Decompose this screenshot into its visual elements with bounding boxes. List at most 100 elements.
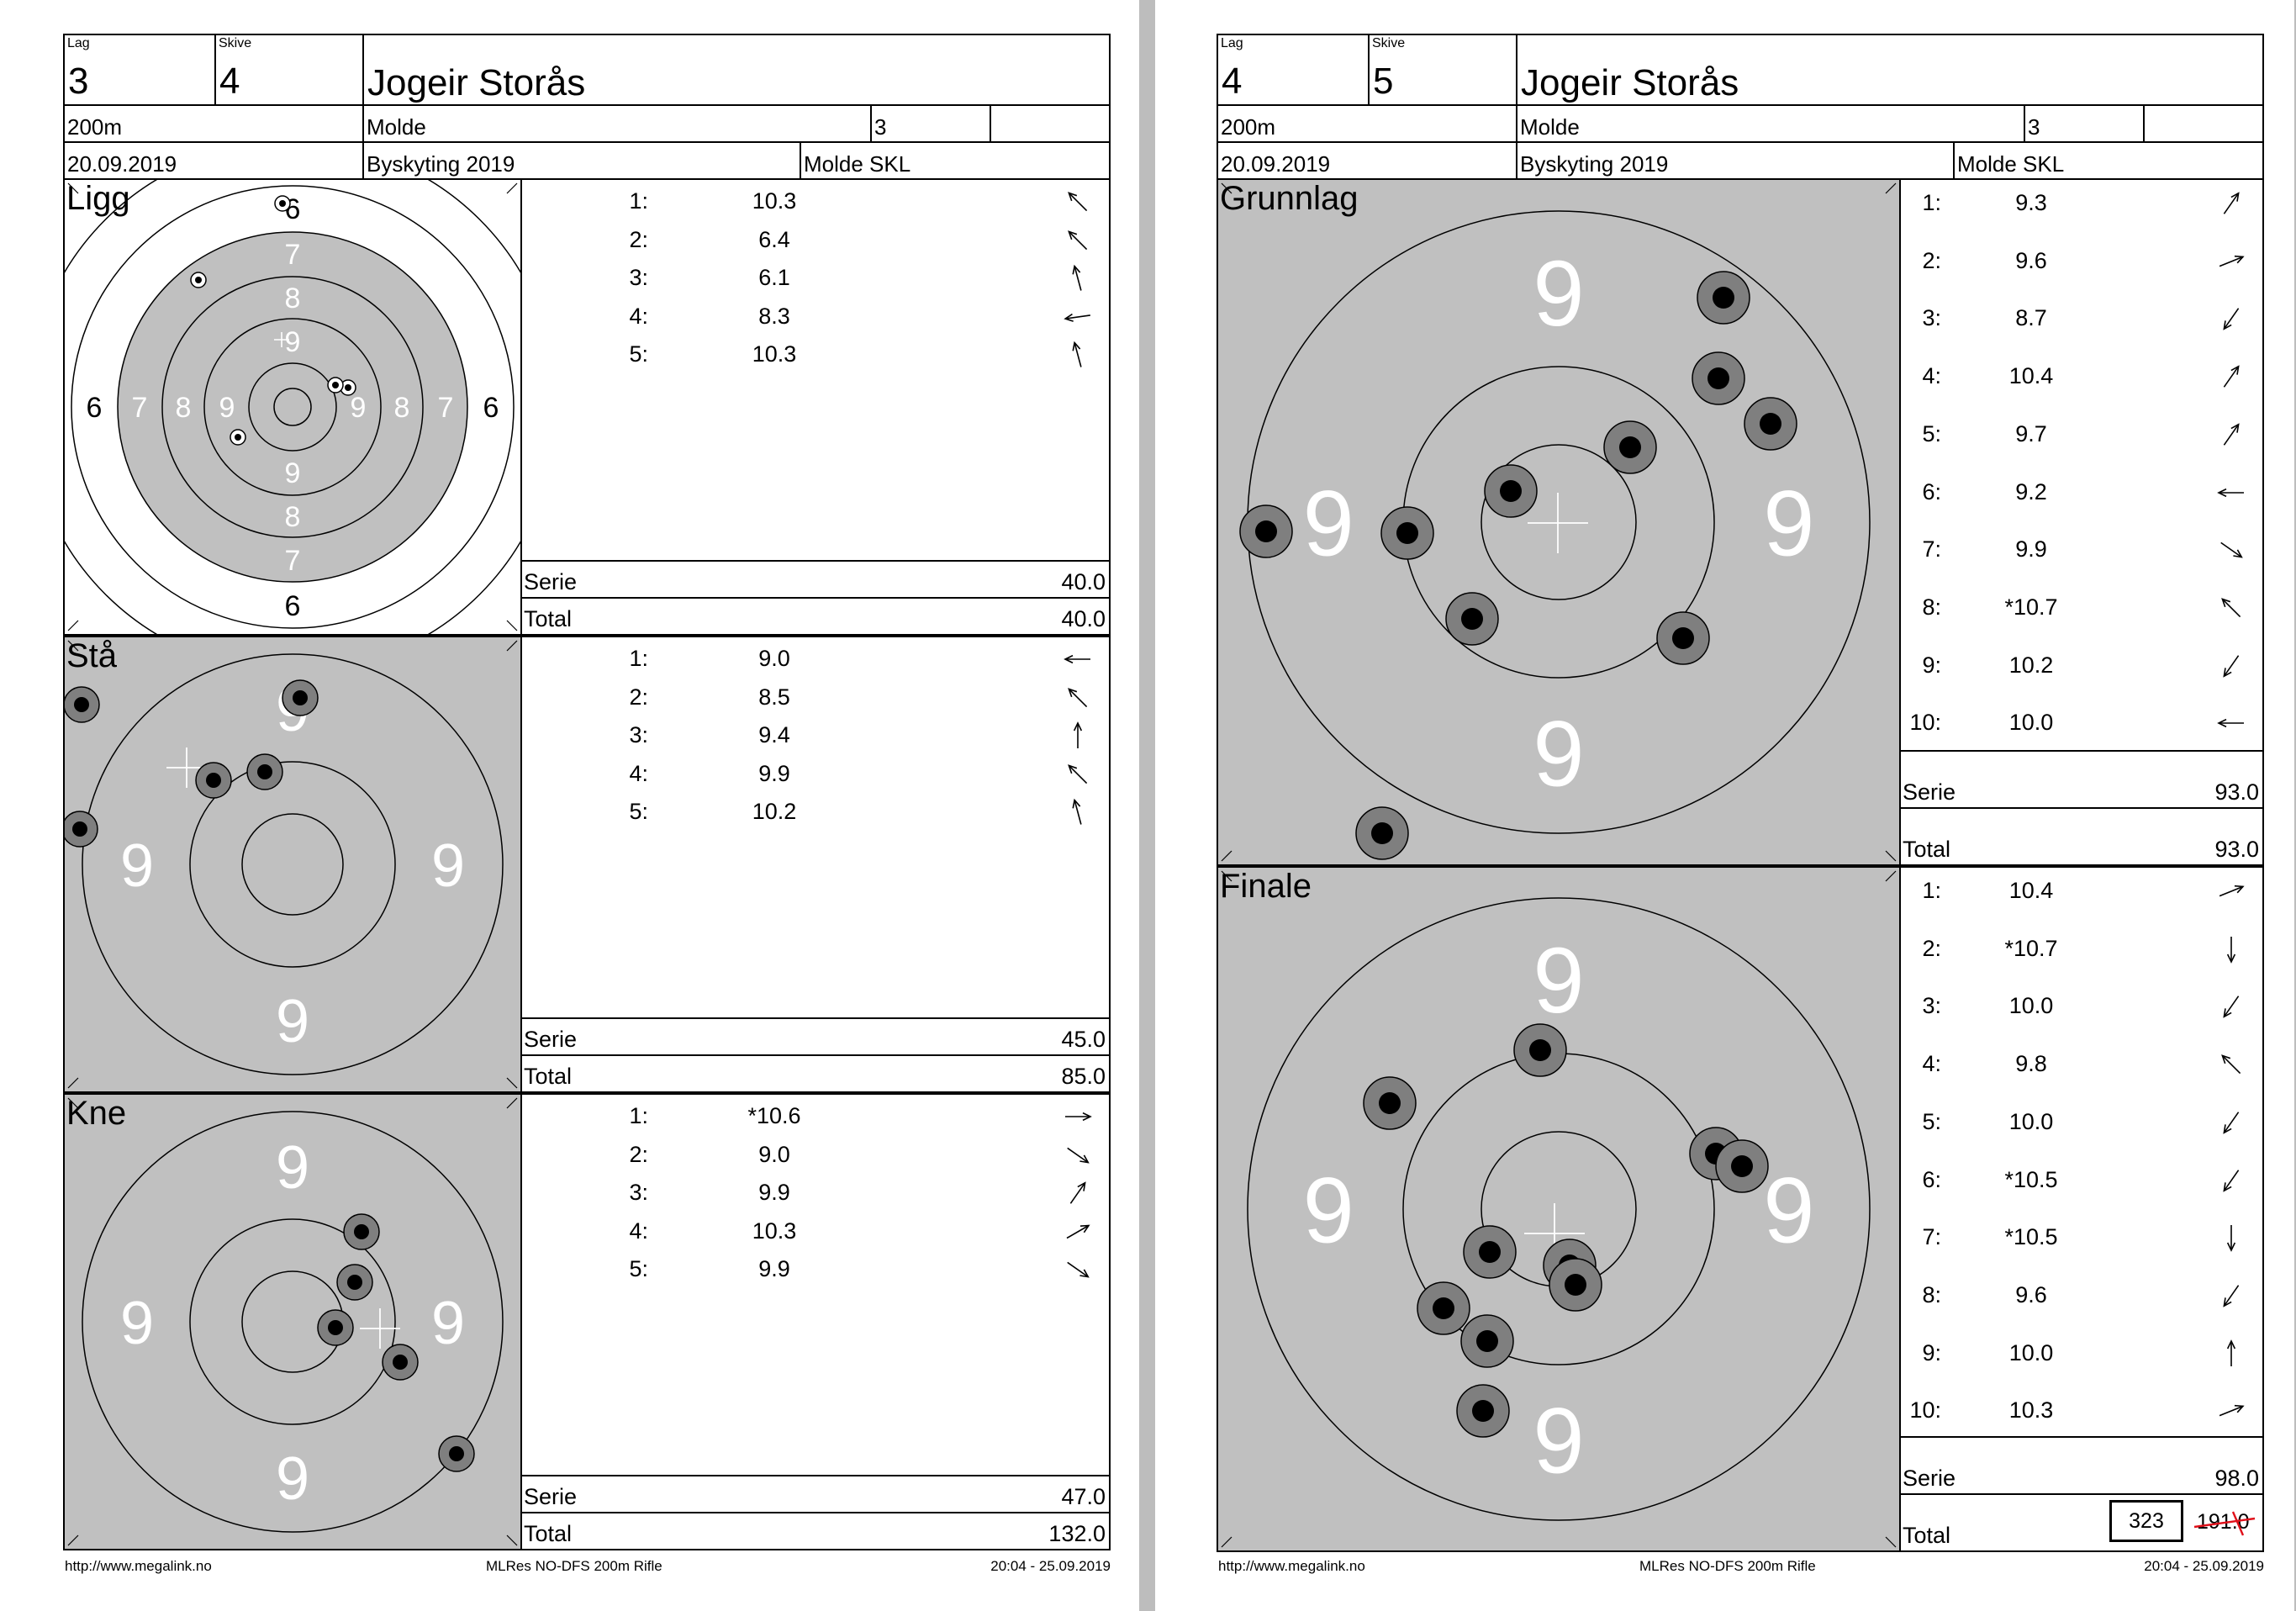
- total-label: Total: [1903, 837, 1951, 862]
- shot-value: 6.1: [758, 265, 790, 290]
- shot-hole: [1697, 271, 1750, 325]
- serie-row: Serie 47.0: [522, 1475, 1109, 1512]
- shot-value: *10.6: [747, 1103, 801, 1128]
- card-header: Lag 4 Skive 5 Jogeir Storås 200m Molde 3…: [1217, 34, 2264, 180]
- shot-value: 6.4: [758, 226, 790, 252]
- lag-label: Lag: [67, 36, 90, 50]
- direction-arrow-icon: [2210, 591, 2252, 625]
- date: 20.09.2019: [67, 151, 177, 177]
- shot-number: 3:: [629, 1180, 648, 1205]
- direction-arrow-icon: [1057, 1253, 1099, 1286]
- section-title: Stå: [66, 637, 118, 674]
- shot-row: 10: 10.0: [1901, 710, 2262, 743]
- shot-number: 2:: [1922, 247, 1941, 273]
- total-value: 93.0: [2214, 837, 2259, 862]
- shot-value: 9.6: [2015, 247, 2047, 273]
- event: Byskyting 2019: [367, 151, 515, 177]
- date-cell: 20.09.2019: [1218, 143, 1517, 178]
- direction-arrow-icon: [1057, 1100, 1099, 1133]
- direction-arrow-icon: [1057, 1176, 1099, 1210]
- shot-list: 1: 9.0 2: 8.5 3: 9.4 4: 9.9 5: 10.2 Serie 45.0 Total…: [522, 636, 1111, 1093]
- shot-hole: [382, 1344, 419, 1381]
- direction-arrow-icon: [2210, 990, 2252, 1023]
- shot-number: 6:: [1922, 1166, 1941, 1192]
- shot-row: 5: 10.2: [522, 798, 1109, 832]
- shot-number: 4:: [629, 303, 648, 329]
- shot-row: 3: 8.7: [1901, 305, 2262, 339]
- ring-number: 9: [285, 457, 301, 489]
- direction-arrow-icon: [2210, 1048, 2252, 1081]
- shot-row: 9: 10.0: [1901, 1339, 2262, 1374]
- score-card-right: Lag 4 Skive 5 Jogeir Storås 200m Molde 3…: [1155, 0, 2294, 1611]
- shot-number: 10:: [1909, 710, 1941, 736]
- shot-value: 8.7: [2015, 305, 2047, 331]
- direction-arrow-icon: [2210, 1106, 2252, 1139]
- section-kne: Kne 9 9 9 9 1: *10.6 2: 9.0 3: 9.9 4: 10.3 5: 9.9 Serie…: [63, 1093, 1111, 1550]
- shot-row: 10: 10.3: [1901, 1397, 2262, 1431]
- shot-number: 2:: [1922, 935, 1941, 961]
- serie-value: 45.0: [1061, 1027, 1106, 1052]
- ring-number: 9: [1303, 473, 1354, 576]
- shot-number: 4:: [629, 1217, 648, 1244]
- serie-row: Serie 40.0: [522, 560, 1109, 597]
- shot-value: 10.4: [2008, 363, 2054, 389]
- shot-list: 1: 10.3 2: 6.4 3: 6.1 4: 8.3 5: 10.3 Serie 40.0 Tota…: [522, 178, 1111, 636]
- shot-hole: [1603, 420, 1657, 474]
- card-header: Lag 3 Skive 4 Jogeir Storås 200m Molde 3…: [63, 34, 1111, 180]
- serie-value: 40.0: [1061, 569, 1106, 594]
- distance-cell: 200m: [1218, 106, 1517, 143]
- shot-value: 10.3: [2008, 1397, 2054, 1423]
- name-cell: Jogeir Storås: [364, 35, 1109, 106]
- shot-row: 3: 6.1: [522, 264, 1109, 298]
- direction-arrow-icon: [2210, 874, 2252, 908]
- skive-cell: Skive 5: [1370, 35, 1517, 106]
- ring-number: 9: [351, 392, 367, 424]
- shot-row: 8: 9.6: [1901, 1282, 2262, 1316]
- ring-number: 9: [1533, 1389, 1584, 1492]
- club: Molde: [1520, 114, 1580, 140]
- ring-number: 9: [431, 832, 465, 900]
- shot-hole: [438, 1435, 475, 1472]
- shot-row: 2: 9.0: [522, 1142, 1109, 1175]
- target-svg: 9 9 9 9: [1218, 180, 1899, 864]
- shot-number: 1:: [629, 1103, 648, 1128]
- shot-hole: [65, 686, 100, 723]
- shot-value: *10.5: [2004, 1166, 2058, 1192]
- ring-number: 9: [276, 1134, 309, 1202]
- total-value: 40.0: [1061, 606, 1106, 631]
- shot-row: 7: 9.9: [1901, 536, 2262, 570]
- ring-number: 8: [176, 392, 192, 424]
- footer-program: MLRes NO-DFS 200m Rifle: [486, 1558, 662, 1574]
- shot-value: *10.5: [2004, 1224, 2058, 1250]
- ring-number: 9: [120, 832, 154, 900]
- shot-number: 6:: [1922, 478, 1941, 504]
- shot-number: 5:: [629, 799, 648, 824]
- footer-url[interactable]: http://www.megalink.no: [1218, 1558, 1365, 1574]
- direction-arrow-icon: [2210, 706, 2252, 740]
- shot-hole: [1417, 1281, 1470, 1335]
- ring-number: 9: [285, 326, 301, 358]
- shot-row: 9: 10.2: [1901, 652, 2262, 686]
- shot-number: 3:: [1922, 993, 1941, 1019]
- footer-url[interactable]: http://www.megalink.no: [65, 1558, 212, 1574]
- distance-cell: 200m: [65, 106, 364, 143]
- shot-number: 5:: [629, 341, 648, 367]
- serie-label: Serie: [1903, 1466, 1956, 1491]
- shot-row: 3: 9.4: [522, 721, 1109, 756]
- section-title: Finale: [1220, 868, 1312, 905]
- direction-arrow-icon: [2210, 932, 2252, 966]
- ring-number: 7: [438, 392, 454, 424]
- event: Byskyting 2019: [1520, 151, 1669, 177]
- shot-row: 5: 10.3: [522, 341, 1109, 375]
- shot-row: 2: 9.6: [1901, 248, 2262, 282]
- shot-value: 10.2: [2008, 652, 2054, 678]
- shot-hole: [282, 679, 319, 716]
- ring-number: 9: [1763, 1159, 1814, 1263]
- organizer: Molde SKL: [804, 151, 911, 177]
- shot-value: 9.0: [758, 646, 790, 671]
- shot-hole: [1692, 351, 1745, 405]
- shot-hole: [1460, 1314, 1514, 1368]
- ring-number: 8: [394, 392, 410, 424]
- direction-arrow-icon: [1057, 642, 1099, 676]
- event-cell: Byskyting 2019: [364, 143, 801, 178]
